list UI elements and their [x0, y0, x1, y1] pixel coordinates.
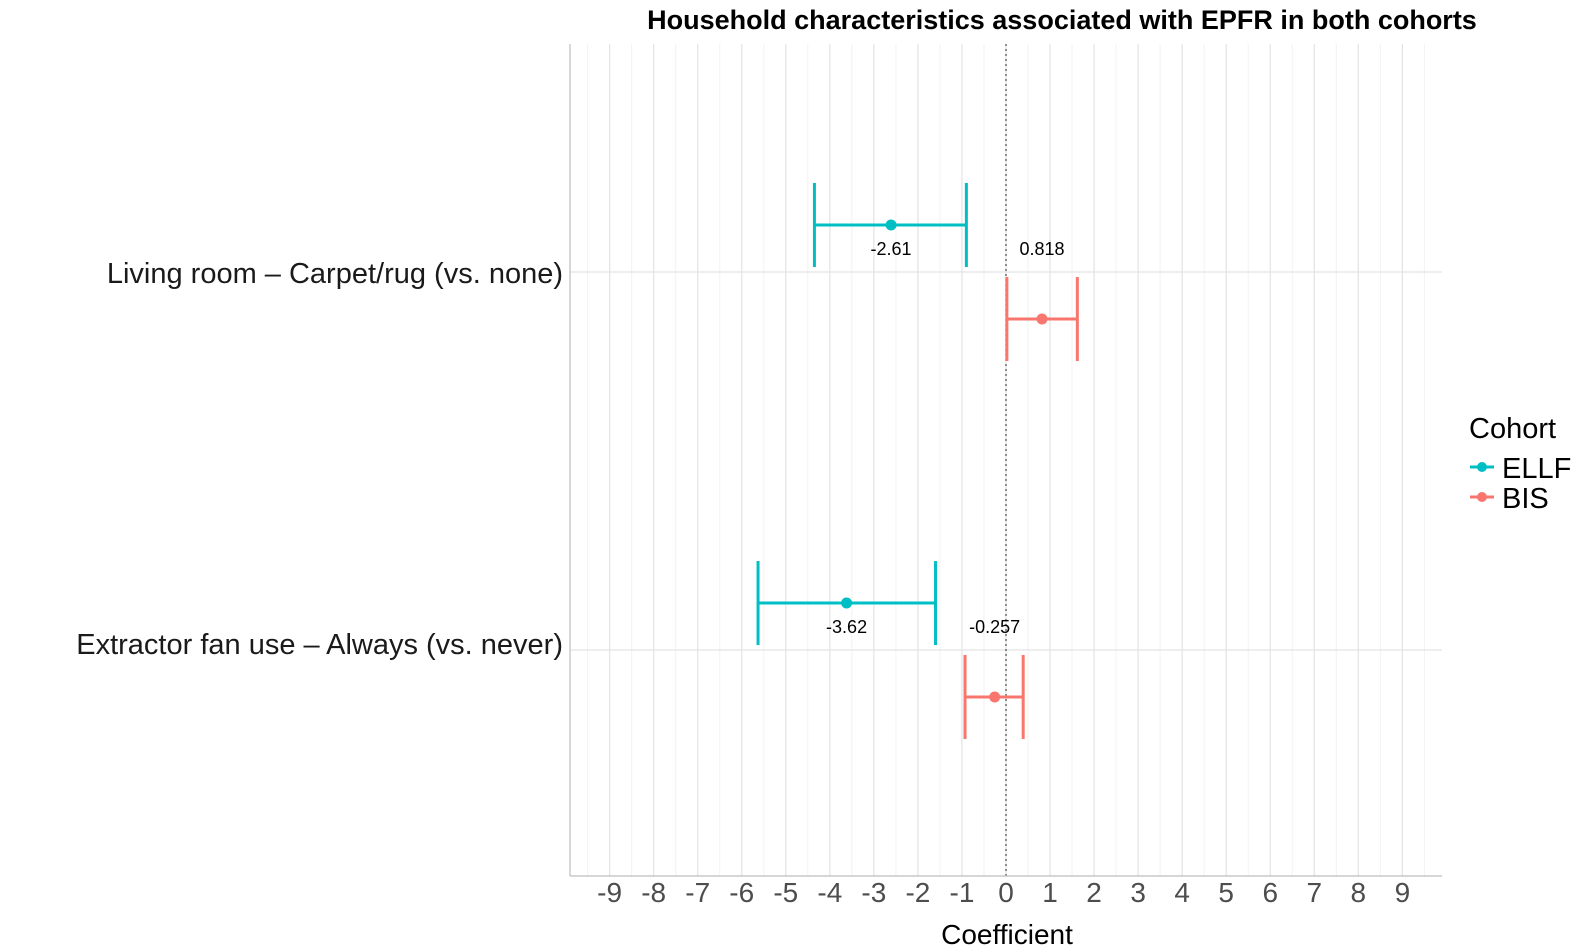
- point-estimate-ellf-0: [885, 219, 897, 231]
- legend: Cohort ELLF BIS: [1469, 413, 1571, 515]
- x-tick-label: -6: [729, 877, 754, 908]
- x-tick-label: 7: [1306, 877, 1322, 908]
- x-tick-label: 3: [1130, 877, 1146, 908]
- x-tick-label: -2: [905, 877, 930, 908]
- chart-title: Household characteristics associated wit…: [647, 5, 1477, 35]
- x-tick-label: 0: [998, 877, 1014, 908]
- data-label-bis-1: -0.257: [969, 617, 1020, 637]
- x-axis-title: Coefficient: [941, 919, 1073, 949]
- error-bars-group: -2.61 -3.62 0.818 -0.257: [756, 183, 1079, 739]
- x-tick-label: 5: [1218, 877, 1234, 908]
- category-label-extractor-fan: Extractor fan use – Always (vs. never): [76, 629, 563, 661]
- x-tick-label: -4: [817, 877, 842, 908]
- legend-key-point-ellf: [1477, 462, 1487, 472]
- x-axis: -9 -8 -7 -6 -5 -4 -3 -2 -1 0 1 2 3 4 5 6 7 8 9: [569, 44, 1442, 908]
- major-gridlines: [570, 44, 1442, 876]
- point-estimate-bis-1: [989, 691, 1001, 703]
- x-tick-label: -7: [685, 877, 710, 908]
- data-label-ellf-0: -2.61: [871, 239, 912, 259]
- data-label-bis-0: 0.818: [1020, 239, 1065, 259]
- x-tick-label: 9: [1395, 877, 1411, 908]
- data-label-ellf-1: -3.62: [826, 617, 867, 637]
- x-tick-label: -1: [950, 877, 975, 908]
- x-tick-label: 8: [1351, 877, 1367, 908]
- legend-label-bis: BIS: [1502, 483, 1549, 515]
- x-tick-label: 1: [1042, 877, 1058, 908]
- legend-label-ellf: ELLF: [1502, 453, 1571, 485]
- legend-key-point-bis: [1477, 492, 1487, 502]
- legend-title: Cohort: [1469, 413, 1556, 445]
- x-tick-label: -9: [597, 877, 622, 908]
- point-estimate-bis-0: [1036, 313, 1048, 325]
- x-tick-label: 6: [1262, 877, 1278, 908]
- x-tick-label: 2: [1086, 877, 1102, 908]
- category-label-living-room: Living room – Carpet/rug (vs. none): [107, 258, 563, 290]
- minor-gridlines: [587, 44, 1425, 876]
- point-estimate-ellf-1: [841, 597, 853, 609]
- x-tick-label: -8: [641, 877, 666, 908]
- x-tick-label: 4: [1174, 877, 1190, 908]
- x-tick-label: -5: [773, 877, 798, 908]
- x-tick-label: -3: [861, 877, 886, 908]
